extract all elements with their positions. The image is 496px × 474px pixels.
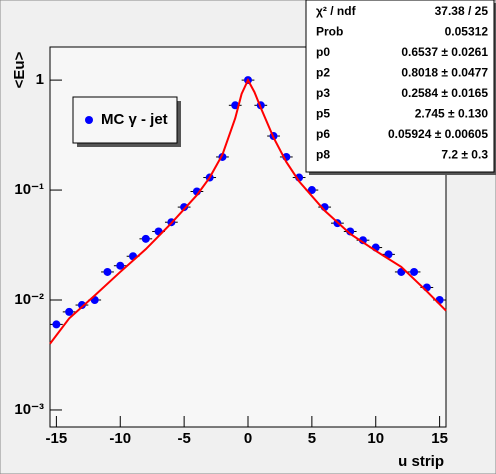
point	[141, 234, 150, 243]
stat-value: 0.05312	[445, 25, 489, 39]
stat-name: p6	[316, 127, 330, 141]
fit-line	[49, 77, 447, 345]
x-tick-label: -5	[177, 430, 190, 447]
point	[65, 307, 74, 316]
x-tick-label: 5	[308, 430, 316, 447]
point	[384, 250, 393, 259]
y-tick-label: 10⁻¹	[14, 181, 44, 198]
stat-value: 0.05924 ± 0.00605	[388, 127, 488, 141]
legend-label: MC γ - jet	[101, 111, 168, 128]
point	[410, 267, 419, 276]
stat-name: Prob	[316, 25, 343, 39]
stat-name: p2	[316, 66, 330, 80]
legend	[72, 96, 178, 144]
point	[307, 186, 316, 195]
stat-name: p5	[316, 107, 330, 121]
stat-name: χ² / ndf	[316, 4, 357, 18]
stat-value: 37.38 / 25	[435, 4, 489, 18]
x-tick-label: -15	[46, 430, 68, 447]
y-tick-label: 10⁻³	[14, 401, 44, 418]
y-tick-label: 10⁻²	[14, 291, 44, 308]
point	[103, 267, 112, 276]
stat-value: 7.2 ± 0.3	[441, 148, 488, 162]
x-tick-label: 15	[431, 430, 448, 447]
y-axis-title: <Eu>	[11, 51, 28, 88]
x-axis-title: u strip	[398, 453, 444, 470]
x-tick-label: 10	[367, 430, 384, 447]
stat-value: 0.8018 ± 0.0477	[401, 66, 488, 80]
point	[346, 227, 355, 236]
point	[180, 203, 189, 212]
stat-name: p8	[316, 148, 330, 162]
point	[116, 261, 125, 270]
legend-marker	[85, 116, 93, 124]
stat-value: 0.6537 ± 0.0261	[401, 45, 488, 59]
stat-name: p3	[316, 86, 330, 100]
stat-value: 2.745 ± 0.130	[415, 107, 489, 121]
y-tick-label: 1	[36, 71, 44, 88]
x-tick-label: -10	[109, 430, 131, 447]
x-tick-label: 0	[244, 430, 252, 447]
stat-name: p0	[316, 45, 330, 59]
point	[77, 301, 86, 310]
stats-box	[305, 0, 495, 173]
point	[52, 320, 61, 329]
stat-value: 0.2584 ± 0.0165	[401, 86, 488, 100]
